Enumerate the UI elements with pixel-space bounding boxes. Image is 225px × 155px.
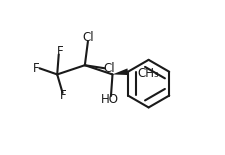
Text: F: F (32, 62, 39, 75)
Text: Cl: Cl (82, 31, 94, 44)
Text: F: F (57, 45, 64, 58)
Text: F: F (60, 89, 67, 102)
Text: CH₃: CH₃ (138, 67, 160, 80)
Text: Cl: Cl (104, 62, 115, 75)
Text: HO: HO (100, 93, 118, 106)
Polygon shape (112, 68, 128, 75)
